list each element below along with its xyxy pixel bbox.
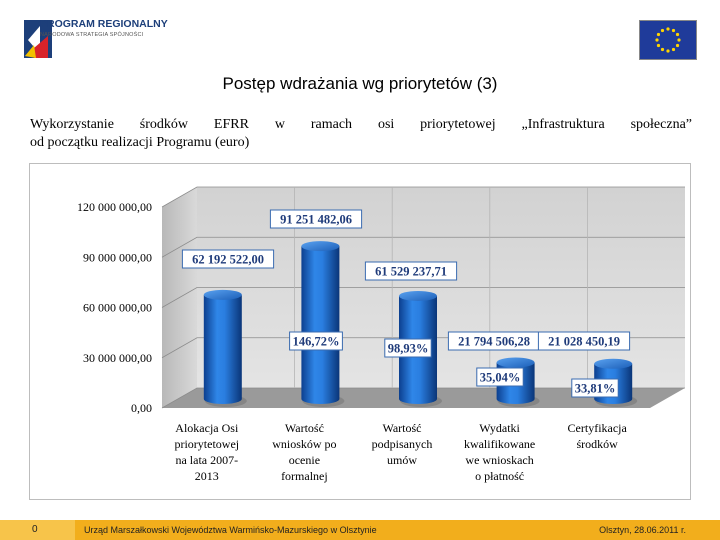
data-label-text: 21 794 506,28 xyxy=(458,335,530,349)
footer-institution: Urząd Marszałkowski Województwa Warmińsk… xyxy=(84,525,377,535)
logo-title: PROGRAM REGIONALNY xyxy=(40,18,168,30)
data-label-box xyxy=(269,209,363,229)
eu-star xyxy=(655,38,659,42)
eu-star xyxy=(675,32,680,37)
eu-star xyxy=(666,27,670,31)
data-label: 21 794 506,28 xyxy=(447,331,541,351)
program-logo xyxy=(22,18,197,62)
data-label: 91 251 482,06 xyxy=(269,209,363,229)
bar-body xyxy=(301,246,340,404)
data-label-text: 21 028 450,19 xyxy=(548,335,620,349)
eu-star xyxy=(671,47,676,52)
percent-label-text: 33,81% xyxy=(575,382,616,396)
percent-label-text: 98,93% xyxy=(388,342,429,356)
footer-bar: 0 Urząd Marszałkowski Województwa Warmiń… xyxy=(0,520,720,540)
y-tick-label: 120 000 000,00 xyxy=(77,200,152,214)
data-label-text: 62 192 522,00 xyxy=(192,253,264,267)
chart-frame: 0,00 30 000 000,00 60 000 000,00 90 000 000… xyxy=(29,163,691,500)
x-tick-label: Wartość wniosków po ocenie formalnej xyxy=(272,421,336,483)
eu-star xyxy=(666,49,670,53)
footer-page-box: 0 xyxy=(0,520,75,540)
logo-subtitle: NARODOWA STRATEGIA SPÓJNOŚCI xyxy=(40,32,144,38)
percent-label-box xyxy=(571,378,619,398)
percent-label: 33,81% xyxy=(571,378,619,398)
percent-label-box xyxy=(476,367,524,387)
percent-label: 35,04% xyxy=(476,367,524,387)
x-tick-label: Wartość podpisanych umów xyxy=(372,421,433,467)
gridline xyxy=(161,186,685,208)
data-label-box xyxy=(364,261,458,281)
bar-cap xyxy=(399,290,437,301)
eu-star xyxy=(675,43,680,48)
subtitle-line-2: od początku realizacji Programu (euro) xyxy=(30,135,250,150)
y-tick-label: 90 000 000,00 xyxy=(83,250,152,264)
page-number: 0 xyxy=(32,524,38,535)
bar-chart: 0,00 30 000 000,00 60 000 000,00 90 000 000… xyxy=(77,186,685,483)
eu-flag xyxy=(639,20,697,60)
data-label-box xyxy=(181,249,275,269)
percent-label-box xyxy=(384,338,432,358)
bar-cap xyxy=(594,358,633,369)
percent-label: 146,72% xyxy=(289,331,343,351)
data-label-text: 61 529 237,71 xyxy=(375,265,447,279)
percent-label-box xyxy=(289,331,343,351)
bar-cap xyxy=(203,289,242,300)
subtitle-line-1: Wykorzystanie środków EFRR w ramach osi … xyxy=(30,117,692,132)
bar-cap xyxy=(301,241,340,252)
bar xyxy=(203,289,247,407)
y-tick-label: 0,00 xyxy=(131,401,152,415)
data-label: 21 028 450,19 xyxy=(537,331,631,351)
percent-label-text: 35,04% xyxy=(480,371,521,385)
eu-star xyxy=(656,43,661,48)
gridline xyxy=(161,236,685,258)
y-tick-label: 60 000 000,00 xyxy=(83,301,152,315)
percent-label: 98,93% xyxy=(384,338,432,358)
eu-star xyxy=(660,47,665,52)
bar-body xyxy=(203,294,242,404)
footer-date: Olsztyn, 28.06.2011 r. xyxy=(599,525,686,535)
program-logo-icon xyxy=(24,20,52,58)
x-tick-label: Wydatki kwalifikowane we wnioskach o płatno… xyxy=(464,421,535,483)
x-tick-label: Alokacja Osi priorytetowej na lata 2007-20… xyxy=(174,421,239,483)
eu-stars-icon xyxy=(655,27,681,53)
data-label-box xyxy=(537,331,631,351)
eu-star xyxy=(671,28,676,33)
data-label-text: 91 251 482,06 xyxy=(280,213,352,227)
slide-title: Postęp wdrażania wg priorytetów (3) xyxy=(222,74,498,93)
eu-star xyxy=(656,32,661,37)
slide-subtitle: Wykorzystanie środków EFRR w ramach osi … xyxy=(30,116,692,152)
data-label: 61 529 237,71 xyxy=(364,261,458,281)
percent-label-text: 146,72% xyxy=(293,335,340,349)
data-label: 62 192 522,00 xyxy=(181,249,275,269)
bar-cap xyxy=(496,357,535,368)
x-tick-label: Certyfikacja środków xyxy=(568,421,628,451)
gridline xyxy=(161,287,685,308)
y-tick-label: 30 000 000,00 xyxy=(83,351,152,365)
bar xyxy=(301,241,345,407)
eu-star xyxy=(677,38,681,42)
eu-star xyxy=(660,28,665,33)
